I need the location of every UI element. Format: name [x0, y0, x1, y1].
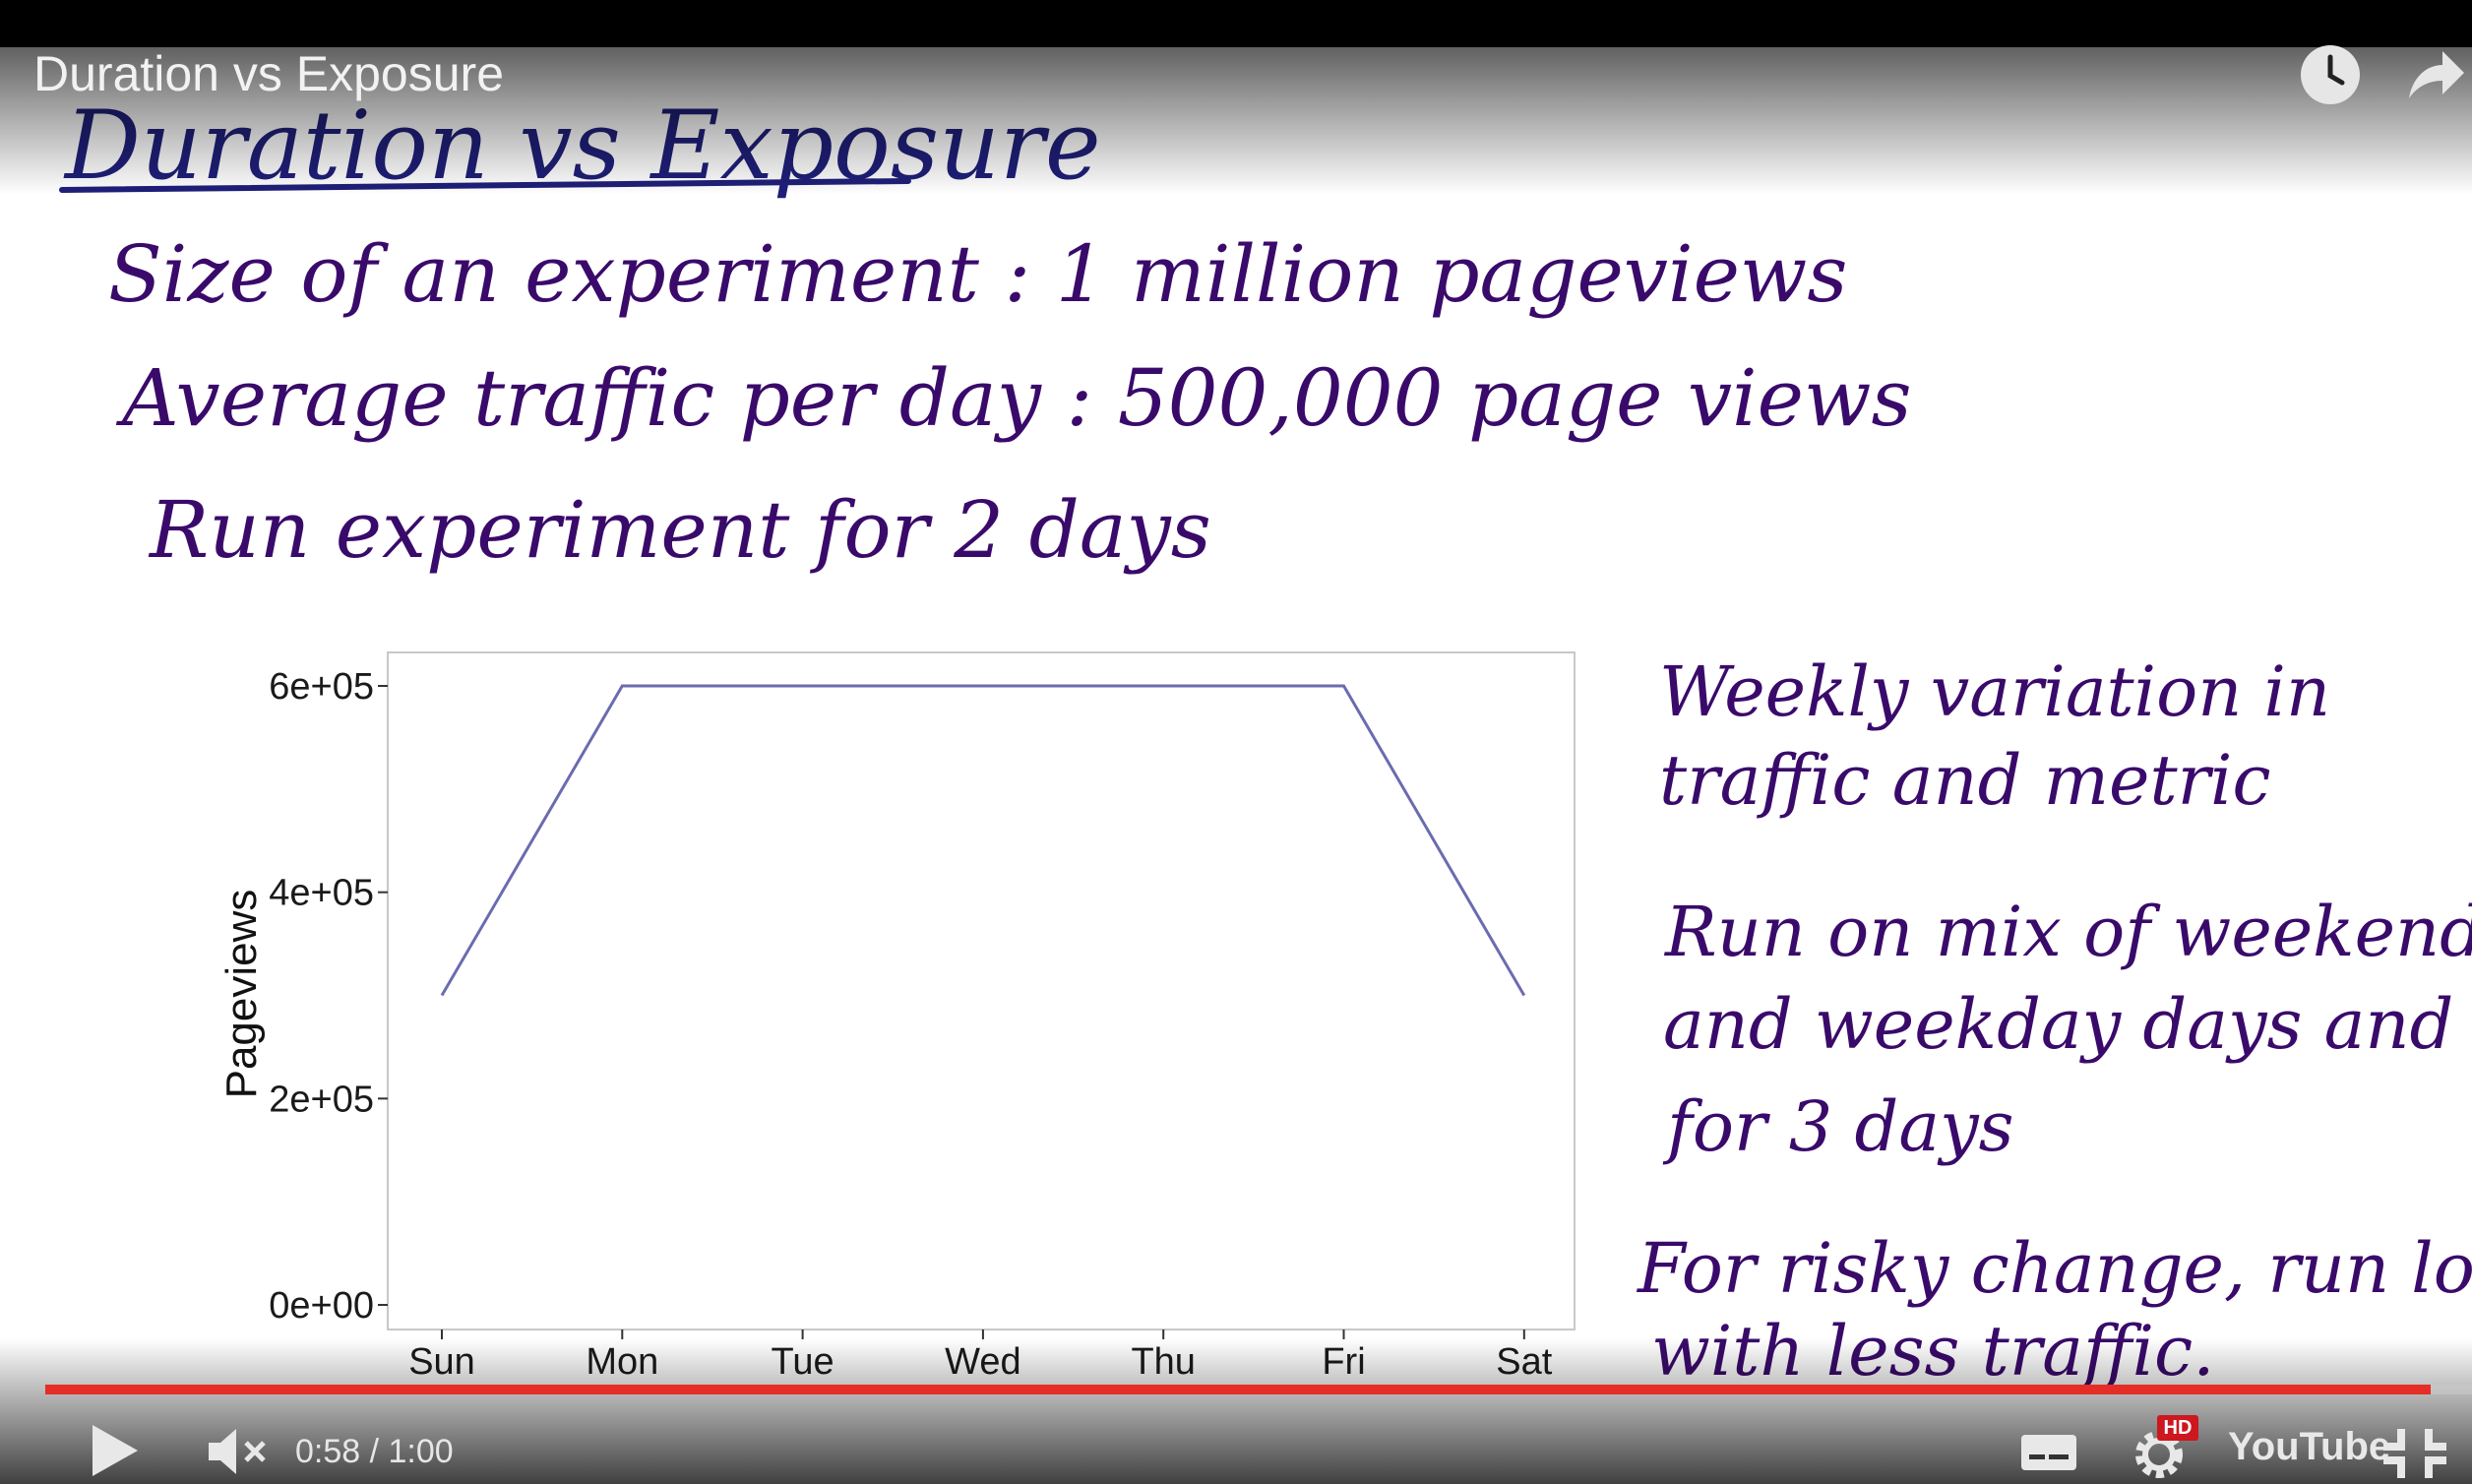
- play-icon[interactable]: [89, 1423, 140, 1478]
- captions-icon[interactable]: [2019, 1433, 2078, 1472]
- side-note-mix-3: for 3 days: [1667, 1086, 2014, 1167]
- progress-bar[interactable]: [45, 1385, 2472, 1394]
- side-note-weekly-2: traffic and metric: [1659, 740, 2271, 821]
- watch-later-icon[interactable]: [2299, 43, 2362, 106]
- note-line-duration: Run experiment for 2 days: [150, 484, 1211, 576]
- side-note-mix-1: Run on mix of weekend: [1665, 892, 2472, 972]
- side-note-weekly-1: Weekly variation in: [1659, 651, 2331, 732]
- y-axis-title: Pageviews: [217, 890, 266, 1099]
- fullscreen-exit-icon[interactable]: [2381, 1427, 2448, 1480]
- volume-muted-icon[interactable]: [207, 1427, 272, 1476]
- progress-played: [45, 1385, 2432, 1394]
- side-note-mix-2: and weekday days and: [1663, 984, 2454, 1065]
- y-tick-label: 0e+00: [269, 1285, 374, 1327]
- plot-panel: [387, 651, 1576, 1330]
- y-tick-label: 6e+05: [269, 666, 374, 708]
- hd-badge: HD: [2157, 1415, 2198, 1441]
- y-tick-label: 4e+05: [269, 873, 374, 914]
- time-display: 0:58 / 1:00: [295, 1433, 454, 1470]
- video-title[interactable]: Duration vs Exposure: [33, 46, 505, 101]
- title-overlay: [0, 47, 2472, 195]
- side-note-risky-1: For risky change, run longer: [1638, 1228, 2472, 1309]
- y-axis: 0e+00 2e+05 4e+05 6e+05: [269, 666, 388, 1327]
- note-line-traffic: Average traffic per day : 500,000 page v…: [122, 352, 1912, 444]
- y-tick-label: 2e+05: [269, 1079, 374, 1120]
- pageviews-line: [440, 684, 1526, 997]
- note-line-size: Size of an experiment : 1 million pagevi…: [108, 228, 1848, 320]
- youtube-logo[interactable]: YouTube: [2228, 1425, 2391, 1468]
- share-icon[interactable]: [2403, 45, 2466, 104]
